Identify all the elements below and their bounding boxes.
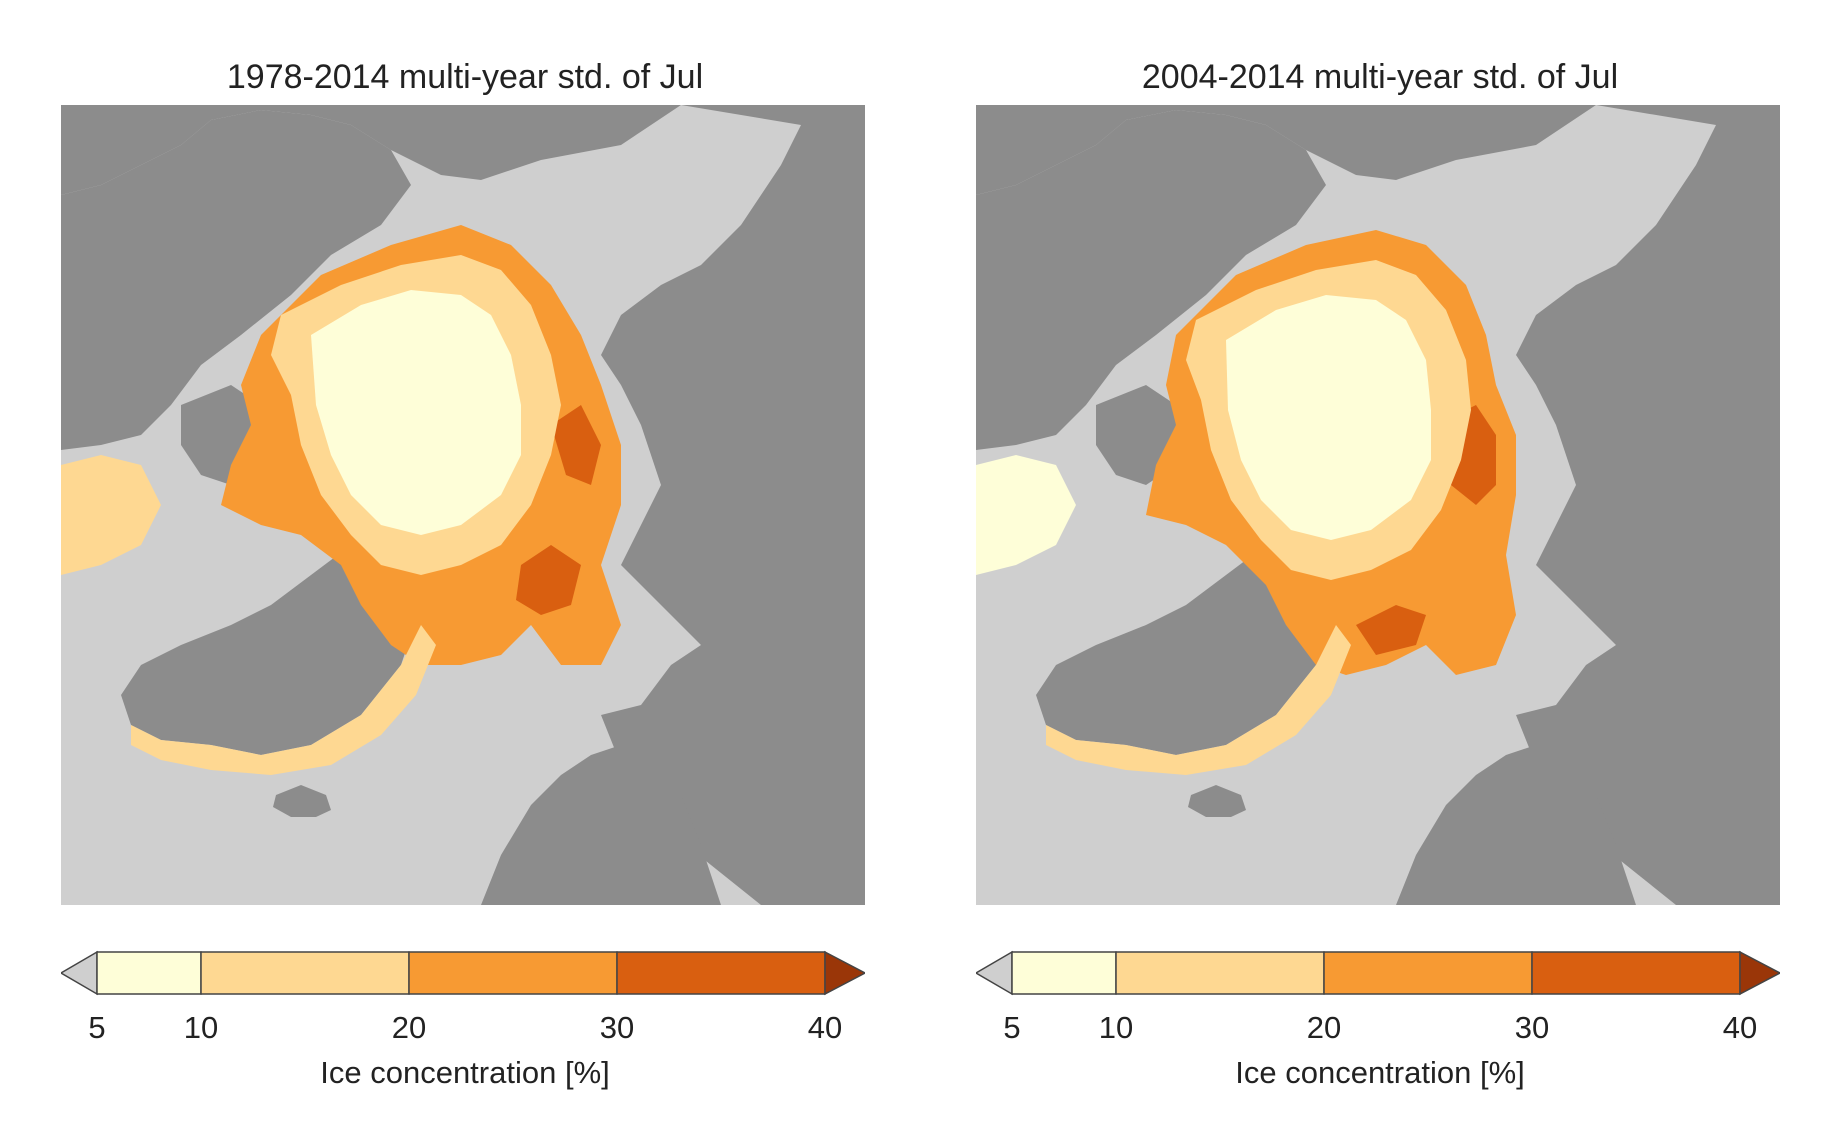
arctic-map (61, 105, 865, 905)
colorbar-label: Ice concentration [%] (1235, 1055, 1525, 1090)
colorbar-tick-20: 20 (1306, 1010, 1342, 1045)
ice-band-coastal-west (976, 455, 1076, 575)
panel-title: 2004-2014 multi-year std. of Jul (1141, 58, 1619, 96)
colorbar-bin-30-40 (1531, 951, 1741, 995)
land-canada (976, 110, 1326, 450)
colorbar-tick-10: 10 (1098, 1010, 1134, 1045)
colorbar-tick-30: 30 (1514, 1010, 1550, 1045)
land-siberia (601, 105, 865, 905)
ice-band-5-10 (1226, 295, 1431, 540)
land-greenland (121, 525, 421, 755)
land-north-america (61, 105, 681, 195)
ice-band-5-10 (311, 290, 521, 535)
ice-band-coastal-greenland (1046, 625, 1351, 775)
land-siberia (1516, 105, 1780, 905)
colorbar-bin-30-40 (616, 951, 826, 995)
colorbar-under-arrow (976, 950, 1013, 996)
colorbar (61, 950, 865, 996)
colorbar-bin-20-30 (1323, 951, 1533, 995)
colorbar-tick-5: 5 (88, 1010, 106, 1045)
colorbar-bin-5-10 (96, 951, 202, 995)
land-north-america (976, 105, 1596, 195)
map-panel-1978-2014: 1978-2014 multi-year std. of Jul (55, 0, 875, 1146)
land-greenland (1036, 525, 1336, 755)
ice-band-coastal-west (61, 455, 161, 575)
colorbar-bin-5-10 (1011, 951, 1117, 995)
land-iceland (273, 785, 331, 817)
colorbar (976, 950, 1780, 996)
colorbar-over-arrow (1739, 950, 1780, 996)
colorbar-tick-10: 10 (183, 1010, 219, 1045)
arctic-map-svg (61, 105, 865, 905)
colorbar-tick-40: 40 (807, 1010, 843, 1045)
colorbar-under-arrow (61, 950, 98, 996)
map-panel-2004-2014: 2004-2014 multi-year std. of Jul (970, 0, 1790, 1146)
colorbar-bin-20-30 (408, 951, 618, 995)
colorbar-bin-10-20 (200, 951, 410, 995)
colorbar-label: Ice concentration [%] (320, 1055, 610, 1090)
colorbar-over-arrow (824, 950, 865, 996)
land-canada (61, 110, 411, 450)
colorbar-tick-20: 20 (391, 1010, 427, 1045)
colorbar-tick-40: 40 (1722, 1010, 1758, 1045)
land-scandinavia (1396, 745, 1636, 905)
land-iceland (1188, 785, 1246, 817)
colorbar-bin-10-20 (1115, 951, 1325, 995)
land-scandinavia (481, 745, 721, 905)
colorbar-tick-5: 5 (1003, 1010, 1021, 1045)
arctic-map (976, 105, 1780, 905)
ice-band-30-40-b (551, 405, 601, 485)
arctic-map-svg (976, 105, 1780, 905)
colorbar-tick-30: 30 (599, 1010, 635, 1045)
panel-title: 1978-2014 multi-year std. of Jul (226, 58, 704, 96)
ice-band-30-40-a (516, 545, 581, 615)
ice-band-30-40-b (1356, 605, 1426, 655)
ice-band-coastal-greenland (131, 625, 436, 775)
